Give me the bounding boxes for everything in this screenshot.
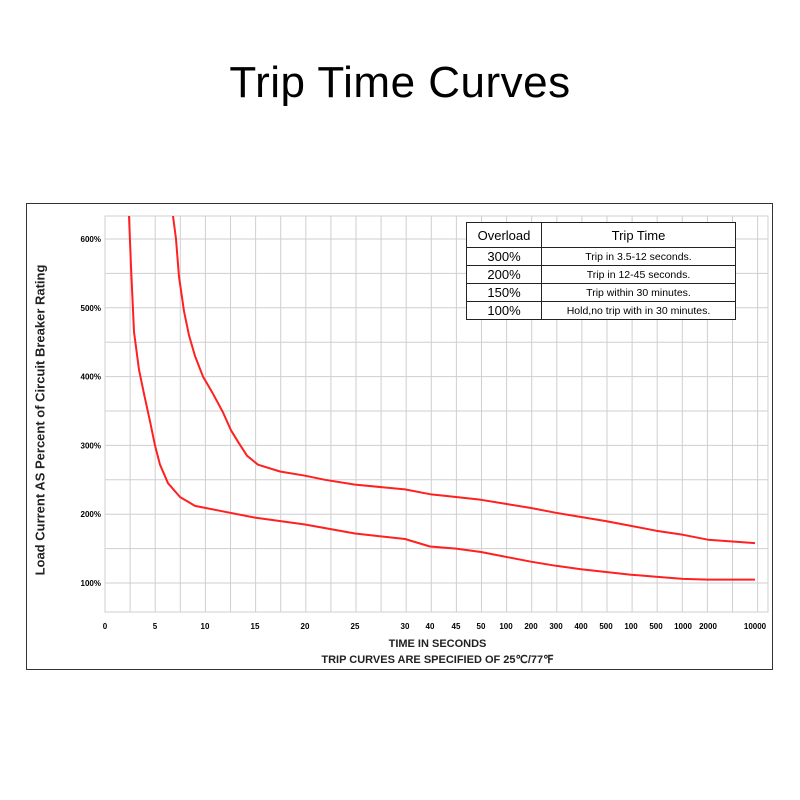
x-tick-label: 20 <box>301 622 310 631</box>
x-tick-label: 45 <box>452 622 461 631</box>
y-axis-title: Load Current AS Percent of Circuit Break… <box>32 264 48 576</box>
table-cell-overload: 150% <box>466 283 542 302</box>
x-axis-title: TIME IN SECONDS <box>388 638 487 650</box>
trip-time-table: Overload Trip Time 300% Trip in 3.5-12 s… <box>466 222 736 320</box>
chart-frame <box>26 203 773 670</box>
y-tick-label: 200% <box>81 510 101 519</box>
y-tick-label: 400% <box>81 373 101 382</box>
table-cell-trip-time: Trip in 3.5-12 seconds. <box>541 247 736 266</box>
x-tick-label: 2000 <box>699 622 717 631</box>
table-cell-trip-time: Hold,no trip with in 30 minutes. <box>541 301 736 320</box>
table-cell-overload: 200% <box>466 265 542 284</box>
table-row: 150% Trip within 30 minutes. <box>466 283 736 302</box>
trip-curve-lower <box>128 215 755 581</box>
x-axis-subtitle: TRIP CURVES ARE SPECIFIED OF 25℃/77℉ <box>321 654 554 666</box>
x-tick-label: 300 <box>549 622 563 631</box>
x-tick-label: 10 <box>201 622 210 631</box>
x-tick-label: 500 <box>599 622 613 631</box>
x-tick-label: 50 <box>477 622 486 631</box>
table-cell-overload: 100% <box>466 301 542 320</box>
table-row: 200% Trip in 12-45 seconds. <box>466 265 736 284</box>
table-header-overload: Overload <box>466 222 542 248</box>
table-header-trip-time: Trip Time <box>541 222 736 248</box>
table-row: 100% Hold,no trip with in 30 minutes. <box>466 301 736 320</box>
x-tick-label: 40 <box>426 622 435 631</box>
table-cell-trip-time: Trip in 12-45 seconds. <box>541 265 736 284</box>
y-tick-label: 500% <box>81 304 101 313</box>
x-tick-label: 5 <box>153 622 158 631</box>
y-tick-label: 600% <box>81 235 101 244</box>
x-tick-label: 500 <box>649 622 663 631</box>
x-tick-label: 1000 <box>674 622 692 631</box>
x-tick-label: 10000 <box>744 622 767 631</box>
x-tick-label: 30 <box>401 622 410 631</box>
table-cell-overload: 300% <box>466 247 542 266</box>
page-title: Trip Time Curves <box>229 58 571 107</box>
x-tick-label: 100 <box>624 622 638 631</box>
table-row: 300% Trip in 3.5-12 seconds. <box>466 247 736 266</box>
x-tick-label: 15 <box>251 622 260 631</box>
table-cell-trip-time: Trip within 30 minutes. <box>541 283 736 302</box>
plot-border <box>104 215 769 613</box>
y-tick-label: 100% <box>81 579 101 588</box>
x-tick-label: 0 <box>103 622 108 631</box>
x-tick-label: 25 <box>351 622 360 631</box>
trip-curve-upper <box>172 215 756 545</box>
y-tick-label: 300% <box>81 441 101 450</box>
x-tick-labels: 0 5 10 15 20 25 30 40 45 50 100 200 300 400 500 100 500 1… <box>103 622 767 631</box>
table-header-row: Overload Trip Time <box>466 222 736 248</box>
y-tick-labels: 100% 200% 300% 400% 500% 600% <box>81 235 101 588</box>
x-tick-label: 200 <box>524 622 538 631</box>
x-tick-label: 400 <box>574 622 588 631</box>
x-tick-label: 100 <box>499 622 513 631</box>
chart-curves <box>128 215 756 581</box>
